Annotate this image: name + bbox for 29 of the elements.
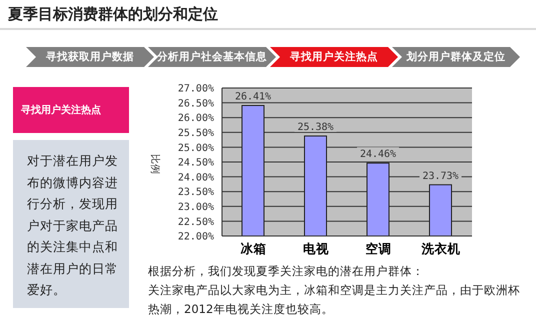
- text: 寻找用户关注热点: [270, 47, 398, 67]
- y-tick-label: 22.50%: [178, 216, 214, 228]
- y-tick-label: 26.50%: [178, 98, 214, 110]
- y-axis-title: 比例: [148, 153, 162, 176]
- y-tick-label: 26.00%: [178, 113, 214, 124]
- text: 划分用户群体及定位: [392, 47, 520, 67]
- y-tick-label: 23.00%: [178, 202, 214, 213]
- y-tick-label: 27.00%: [178, 84, 214, 95]
- x-tick-label: 空调: [365, 240, 392, 256]
- data-label: 23.73%: [422, 170, 459, 182]
- text: 对于潜在用户发布的微博内容进行分析，发现用户对于家电产品的关注集中点和潜在用户的日常爱好。: [13, 140, 129, 308]
- y-tick-label: 22.00%: [178, 232, 214, 243]
- y-tick-label: 23.50%: [178, 187, 214, 198]
- x-tick-label: 洗衣机: [420, 240, 460, 256]
- x-tick-label: 电视: [302, 240, 329, 256]
- y-tick-label: 24.50%: [178, 158, 214, 169]
- data-label: 24.46%: [360, 149, 396, 160]
- text: 根据分析，我们发现夏季关注家电的潜在用户群体：: [148, 263, 425, 280]
- x-tick-label: 冰箱: [240, 240, 266, 256]
- data-label: 25.38%: [297, 122, 334, 133]
- y-tick-label: 25.00%: [178, 142, 214, 154]
- text: 寻找获取用户数据: [26, 47, 154, 67]
- text: 分析用户社会基本信息: [148, 47, 276, 67]
- text: 寻找用户关注热点: [13, 87, 129, 133]
- y-tick-label: 24.00%: [178, 172, 214, 184]
- data-label: 26.41%: [234, 91, 272, 102]
- y-tick-label: 25.50%: [178, 128, 214, 139]
- chart-title: 夏季目标消费群体的划分和定位: [8, 5, 218, 24]
- text: 关注家电产品以大家电为主，冰箱和空调是主力关注产品，由于欧洲杯热潮，2012年电视关注度也较高。: [148, 282, 521, 318]
